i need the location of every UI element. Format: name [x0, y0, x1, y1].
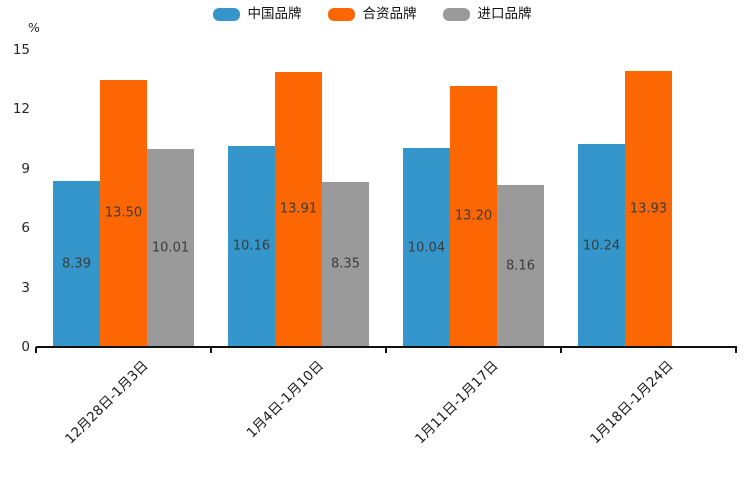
y-tick-label: 15 — [12, 42, 30, 58]
bar-value-label: 10.24 — [582, 238, 621, 254]
bar-series3-group2 — [322, 181, 369, 347]
x-tick-mark — [560, 347, 562, 353]
y-tick-label: 9 — [21, 160, 30, 177]
bar-series1-group3 — [403, 148, 450, 347]
y-axis-unit-label: % — [28, 20, 40, 35]
bar-value-label: 13.93 — [629, 201, 668, 217]
y-tick-label: 3 — [21, 279, 30, 296]
x-tick-mark — [735, 347, 737, 353]
legend-swatch-icon — [212, 8, 240, 22]
bar-series1-group4 — [578, 144, 625, 347]
bar-value-label: 10.16 — [232, 238, 271, 254]
bar-value-label: 8.39 — [62, 256, 91, 272]
legend-label: 中国品牌 — [247, 6, 302, 22]
y-tick-label: 12 — [12, 101, 30, 118]
bar-series2-group3 — [450, 85, 497, 347]
bar-value-label: 13.91 — [279, 201, 318, 217]
legend-swatch-icon — [327, 8, 355, 22]
bar-series3-group1 — [147, 148, 194, 347]
legend-item-series1: 中国品牌 — [212, 6, 302, 22]
x-tick-mark — [385, 347, 387, 353]
bar-value-label: 13.20 — [454, 208, 493, 224]
bar-series2-group2 — [275, 71, 322, 347]
bar-value-label: 10.04 — [407, 240, 446, 256]
bar-value-label: 10.01 — [151, 240, 190, 256]
legend-label: 合资品牌 — [362, 6, 417, 22]
bar-series1-group2 — [228, 145, 275, 347]
bar-series1-group1 — [53, 180, 100, 347]
bar-series3-group3 — [497, 185, 544, 347]
y-tick-label: 6 — [21, 220, 30, 237]
bar-series2-group1 — [100, 79, 147, 347]
bar-value-label: 8.35 — [331, 256, 360, 272]
legend-label: 进口品牌 — [477, 6, 532, 22]
bar-value-label: 13.50 — [104, 205, 143, 221]
y-tick-label: 0 — [21, 339, 30, 355]
legend-swatch-icon — [442, 8, 470, 22]
legend-item-series2: 合资品牌 — [327, 6, 417, 22]
x-tick-mark — [35, 347, 37, 353]
bar-series2-group4 — [625, 71, 672, 347]
legend-item-series3: 进口品牌 — [442, 6, 532, 22]
bar-value-label: 8.16 — [506, 258, 535, 274]
x-tick-mark — [210, 347, 212, 353]
chart-legend: 中国品牌 合资品牌 进口品牌 — [0, 6, 744, 22]
